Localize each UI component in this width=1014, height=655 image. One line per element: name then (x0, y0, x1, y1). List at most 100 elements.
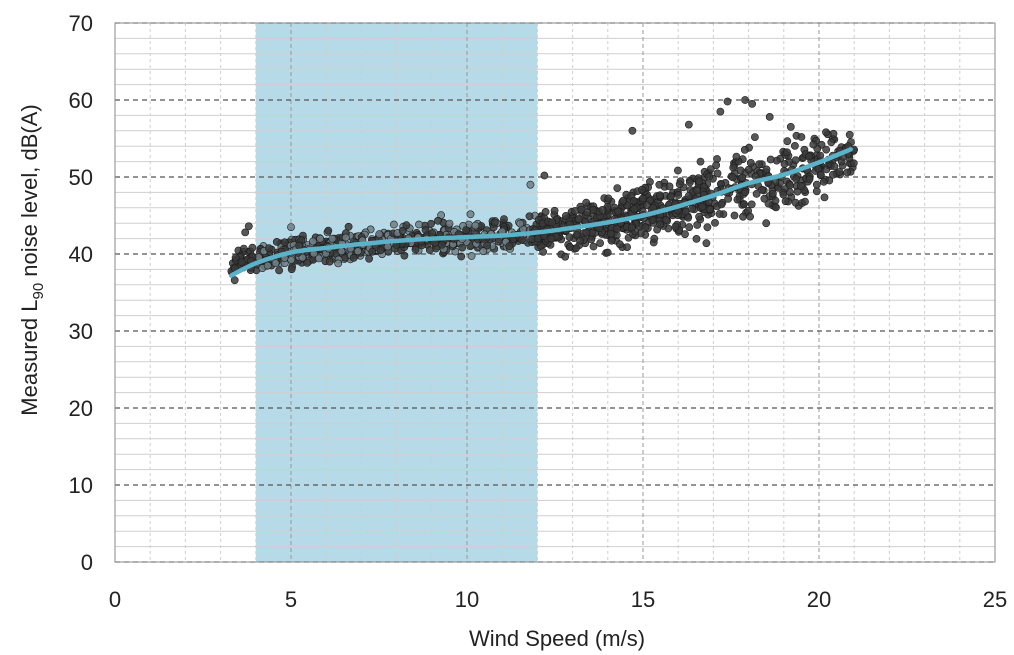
data-point (467, 252, 476, 260)
data-point (733, 195, 742, 204)
y-tick-label: 50 (69, 165, 93, 190)
data-point (717, 200, 726, 209)
y-tick-label: 60 (69, 88, 93, 113)
data-point (681, 207, 690, 216)
data-point (445, 219, 454, 228)
x-tick-label: 20 (807, 587, 831, 612)
data-point (845, 130, 854, 139)
data-point (827, 138, 836, 147)
data-point (684, 120, 693, 129)
y-tick-label: 70 (69, 11, 93, 36)
data-point (675, 180, 684, 189)
data-point (516, 219, 525, 228)
data-point (603, 248, 612, 257)
data-point (638, 185, 646, 194)
data-point (287, 256, 296, 264)
y-tick-label: 10 (69, 473, 93, 498)
data-point (752, 189, 761, 198)
data-point (576, 236, 584, 245)
data-point (732, 152, 741, 161)
data-point (730, 211, 739, 220)
data-point (781, 197, 790, 206)
data-point (755, 160, 764, 169)
data-point (762, 165, 771, 174)
data-point (746, 158, 755, 167)
data-point (797, 133, 806, 141)
data-point (728, 173, 737, 182)
data-point (822, 145, 831, 154)
x-axis-title: Wind Speed (m/s) (469, 626, 645, 651)
data-point (613, 224, 621, 233)
data-point (607, 236, 616, 245)
data-point (494, 237, 503, 246)
data-point (596, 239, 604, 247)
data-point (783, 148, 791, 157)
data-point (667, 192, 675, 201)
data-point (231, 253, 240, 262)
data-point (817, 170, 825, 179)
data-point (674, 166, 682, 175)
data-point (547, 234, 556, 243)
data-point (801, 197, 809, 206)
data-point (650, 234, 659, 243)
data-point (812, 187, 821, 196)
data-point (287, 265, 296, 274)
data-point (614, 207, 622, 216)
plot-border (114, 22, 996, 563)
data-point (685, 223, 694, 232)
data-point (525, 212, 534, 221)
data-point (830, 162, 839, 171)
data-point (582, 198, 591, 207)
data-point (695, 212, 703, 221)
data-point (561, 252, 570, 261)
data-point (809, 140, 818, 149)
y-axis-title: Measured L90 noise level, dB(A) (17, 104, 47, 415)
data-point (748, 100, 756, 108)
data-point (295, 241, 303, 250)
data-point (571, 207, 579, 215)
data-point (628, 126, 637, 135)
data-point (613, 184, 622, 192)
data-point (706, 205, 714, 214)
data-point (724, 194, 732, 203)
data-point (479, 247, 488, 256)
data-point (526, 180, 535, 189)
data-point (241, 228, 250, 237)
data-point (805, 175, 814, 184)
data-point (471, 221, 480, 230)
data-point (820, 193, 829, 202)
data-point (627, 223, 636, 232)
data-point (263, 261, 272, 270)
data-point (434, 216, 442, 225)
data-point (739, 212, 747, 221)
data-point (769, 189, 777, 198)
data-point (765, 113, 774, 121)
data-point (681, 230, 689, 239)
data-point (740, 145, 749, 154)
data-point (272, 237, 281, 246)
data-point (639, 194, 647, 203)
data-point (812, 180, 821, 189)
y-tick-label: 30 (69, 319, 93, 344)
data-point (368, 247, 377, 256)
highlight-band-layer (255, 23, 538, 562)
data-point (324, 226, 333, 235)
data-point (705, 172, 714, 181)
data-point (695, 177, 704, 186)
data-point (565, 233, 574, 241)
data-point (353, 247, 362, 256)
data-point (656, 220, 665, 229)
data-point (629, 196, 638, 205)
data-point (671, 222, 680, 231)
data-point (341, 233, 350, 242)
data-point (656, 191, 664, 200)
x-tick-label: 10 (455, 587, 479, 612)
data-point (598, 205, 607, 214)
data-point (736, 166, 745, 175)
data-point (843, 168, 852, 177)
data-point (738, 173, 747, 182)
y-tick-label: 0 (81, 550, 93, 575)
data-point (428, 229, 437, 238)
data-point (816, 151, 825, 160)
